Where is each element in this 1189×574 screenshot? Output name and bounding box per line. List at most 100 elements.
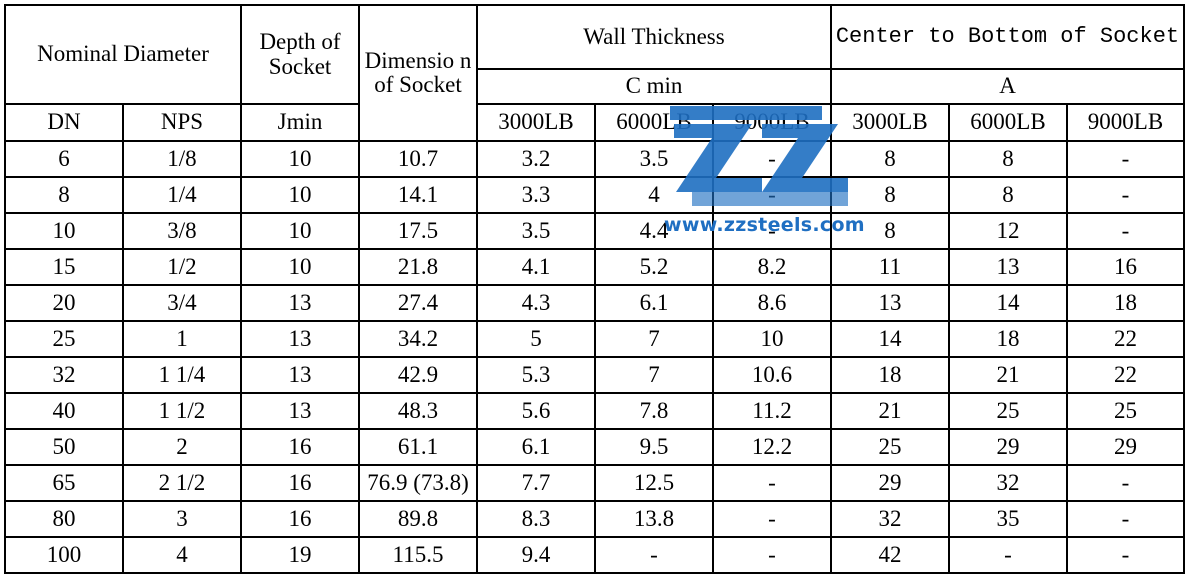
cell-c9000: 8.2 [712, 248, 832, 286]
cell-dim: 10.7 [358, 140, 478, 178]
header-wt-3000: 3000LB [476, 103, 596, 142]
cell-c6000: 6.1 [594, 284, 714, 322]
cell-a6000: - [948, 536, 1068, 574]
cell-c9000: - [712, 140, 832, 178]
cell-jmin: 10 [240, 176, 360, 214]
cell-c3000: 3.2 [476, 140, 596, 178]
cell-a3000: 8 [830, 140, 950, 178]
cell-c9000: - [712, 500, 832, 538]
cell-dn: 25 [4, 320, 124, 358]
cell-c3000: 6.1 [476, 428, 596, 466]
cell-a6000: 18 [948, 320, 1068, 358]
table-row: 10 3/8 10 17.5 3.5 4.4-8 12- [4, 212, 1185, 250]
cell-c6000: 7 [594, 356, 714, 394]
cell-dim: 115.5 [358, 536, 478, 574]
cell-c3000: 3.3 [476, 176, 596, 214]
cell-a3000: 18 [830, 356, 950, 394]
cell-dn: 6 [4, 140, 124, 178]
header-wt-9000: 9000LB [712, 103, 832, 142]
cell-a3000: 13 [830, 284, 950, 322]
cell-nps: 1 1/4 [122, 356, 242, 394]
cell-jmin: 13 [240, 284, 360, 322]
cell-c3000: 5 [476, 320, 596, 358]
cell-c9000: 12.2 [712, 428, 832, 466]
cell-dn: 50 [4, 428, 124, 466]
cell-c9000: 10 [712, 320, 832, 358]
cell-c6000: 13.8 [594, 500, 714, 538]
cell-a9000: 29 [1066, 428, 1185, 466]
cell-a9000: 22 [1066, 320, 1185, 358]
cell-c6000: - [594, 536, 714, 574]
cell-a3000: 25 [830, 428, 950, 466]
cell-jmin: 13 [240, 392, 360, 430]
cell-c9000: 11.2 [712, 392, 832, 430]
cell-dim: 48.3 [358, 392, 478, 430]
header-c-min: C min [476, 68, 832, 105]
cell-a6000: 8 [948, 140, 1068, 178]
socket-dimension-table: Nominal Diameter Depth of Socket Dimensi… [4, 4, 1185, 574]
cell-c6000: 3.5 [594, 140, 714, 178]
cell-jmin: 13 [240, 356, 360, 394]
cell-a3000: 42 [830, 536, 950, 574]
cell-dim: 42.9 [358, 356, 478, 394]
header-dimension-of-socket-label: Dimensio n of Socket [364, 47, 472, 97]
table-row: 65 2 1/2 16 76.9 (73.8) 7.7 12.5-29 32- [4, 464, 1185, 502]
cell-nps: 2 [122, 428, 242, 466]
cell-c3000: 4.1 [476, 248, 596, 286]
cell-a6000: 14 [948, 284, 1068, 322]
table-row: 40 1 1/2 13 48.3 5.6 7.8 11.2 21 25 25 [4, 392, 1185, 430]
cell-a3000: 11 [830, 248, 950, 286]
table-row: 25 1 13 34.2 5 7 10 14 18 22 [4, 320, 1185, 358]
cell-dim: 14.1 [358, 176, 478, 214]
cell-c9000: - [712, 176, 832, 214]
cell-c6000: 4.4 [594, 212, 714, 250]
cell-a9000: 18 [1066, 284, 1185, 322]
cell-c6000: 5.2 [594, 248, 714, 286]
cell-a9000: - [1066, 536, 1185, 574]
header-nps: NPS [122, 103, 242, 142]
socket-dimension-table-wrapper: Nominal Diameter Depth of Socket Dimensi… [4, 4, 1185, 574]
cell-a9000: 22 [1066, 356, 1185, 394]
cell-a9000: - [1066, 212, 1185, 250]
cell-c6000: 7 [594, 320, 714, 358]
header-jmin: Jmin [240, 103, 360, 142]
cell-dim: 34.2 [358, 320, 478, 358]
cell-a3000: 8 [830, 176, 950, 214]
cell-dn: 8 [4, 176, 124, 214]
cell-a6000: 12 [948, 212, 1068, 250]
cell-c9000: 10.6 [712, 356, 832, 394]
cell-a6000: 21 [948, 356, 1068, 394]
cell-nps: 1/4 [122, 176, 242, 214]
cell-a3000: 29 [830, 464, 950, 502]
cell-jmin: 10 [240, 212, 360, 250]
cell-dn: 40 [4, 392, 124, 430]
table-row: 50 2 16 61.1 6.1 9.5 12.2 25 29 29 [4, 428, 1185, 466]
cell-a6000: 35 [948, 500, 1068, 538]
cell-a3000: 32 [830, 500, 950, 538]
cell-nps: 2 1/2 [122, 464, 242, 502]
cell-a9000: - [1066, 464, 1185, 502]
cell-a9000: - [1066, 140, 1185, 178]
cell-dn: 10 [4, 212, 124, 250]
cell-dn: 20 [4, 284, 124, 322]
header-a-3000: 3000LB [830, 103, 950, 142]
cell-jmin: 16 [240, 500, 360, 538]
cell-nps: 4 [122, 536, 242, 574]
cell-c9000: - [712, 212, 832, 250]
table-row: 100 4 19 115.5 9.4- -42- - [4, 536, 1185, 574]
header-center-to-bottom: Center to Bottom of Socket [830, 4, 1185, 70]
cell-jmin: 16 [240, 428, 360, 466]
cell-dn: 32 [4, 356, 124, 394]
table-row: 6 1/8 10 10.7 3.2 3.5-8 8- [4, 140, 1185, 178]
cell-c9000: - [712, 536, 832, 574]
table-row: 8 1/4 10 14.1 3.3 4-8 8- [4, 176, 1185, 214]
cell-nps: 1 [122, 320, 242, 358]
cell-jmin: 13 [240, 320, 360, 358]
cell-jmin: 16 [240, 464, 360, 502]
table-row: 80 3 16 89.8 8.3 13.8-32 35- [4, 500, 1185, 538]
cell-c6000: 7.8 [594, 392, 714, 430]
cell-a3000: 21 [830, 392, 950, 430]
cell-dim: 27.4 [358, 284, 478, 322]
header-dimension-of-socket: Dimensio n of Socket [358, 4, 478, 142]
cell-nps: 1 1/2 [122, 392, 242, 430]
